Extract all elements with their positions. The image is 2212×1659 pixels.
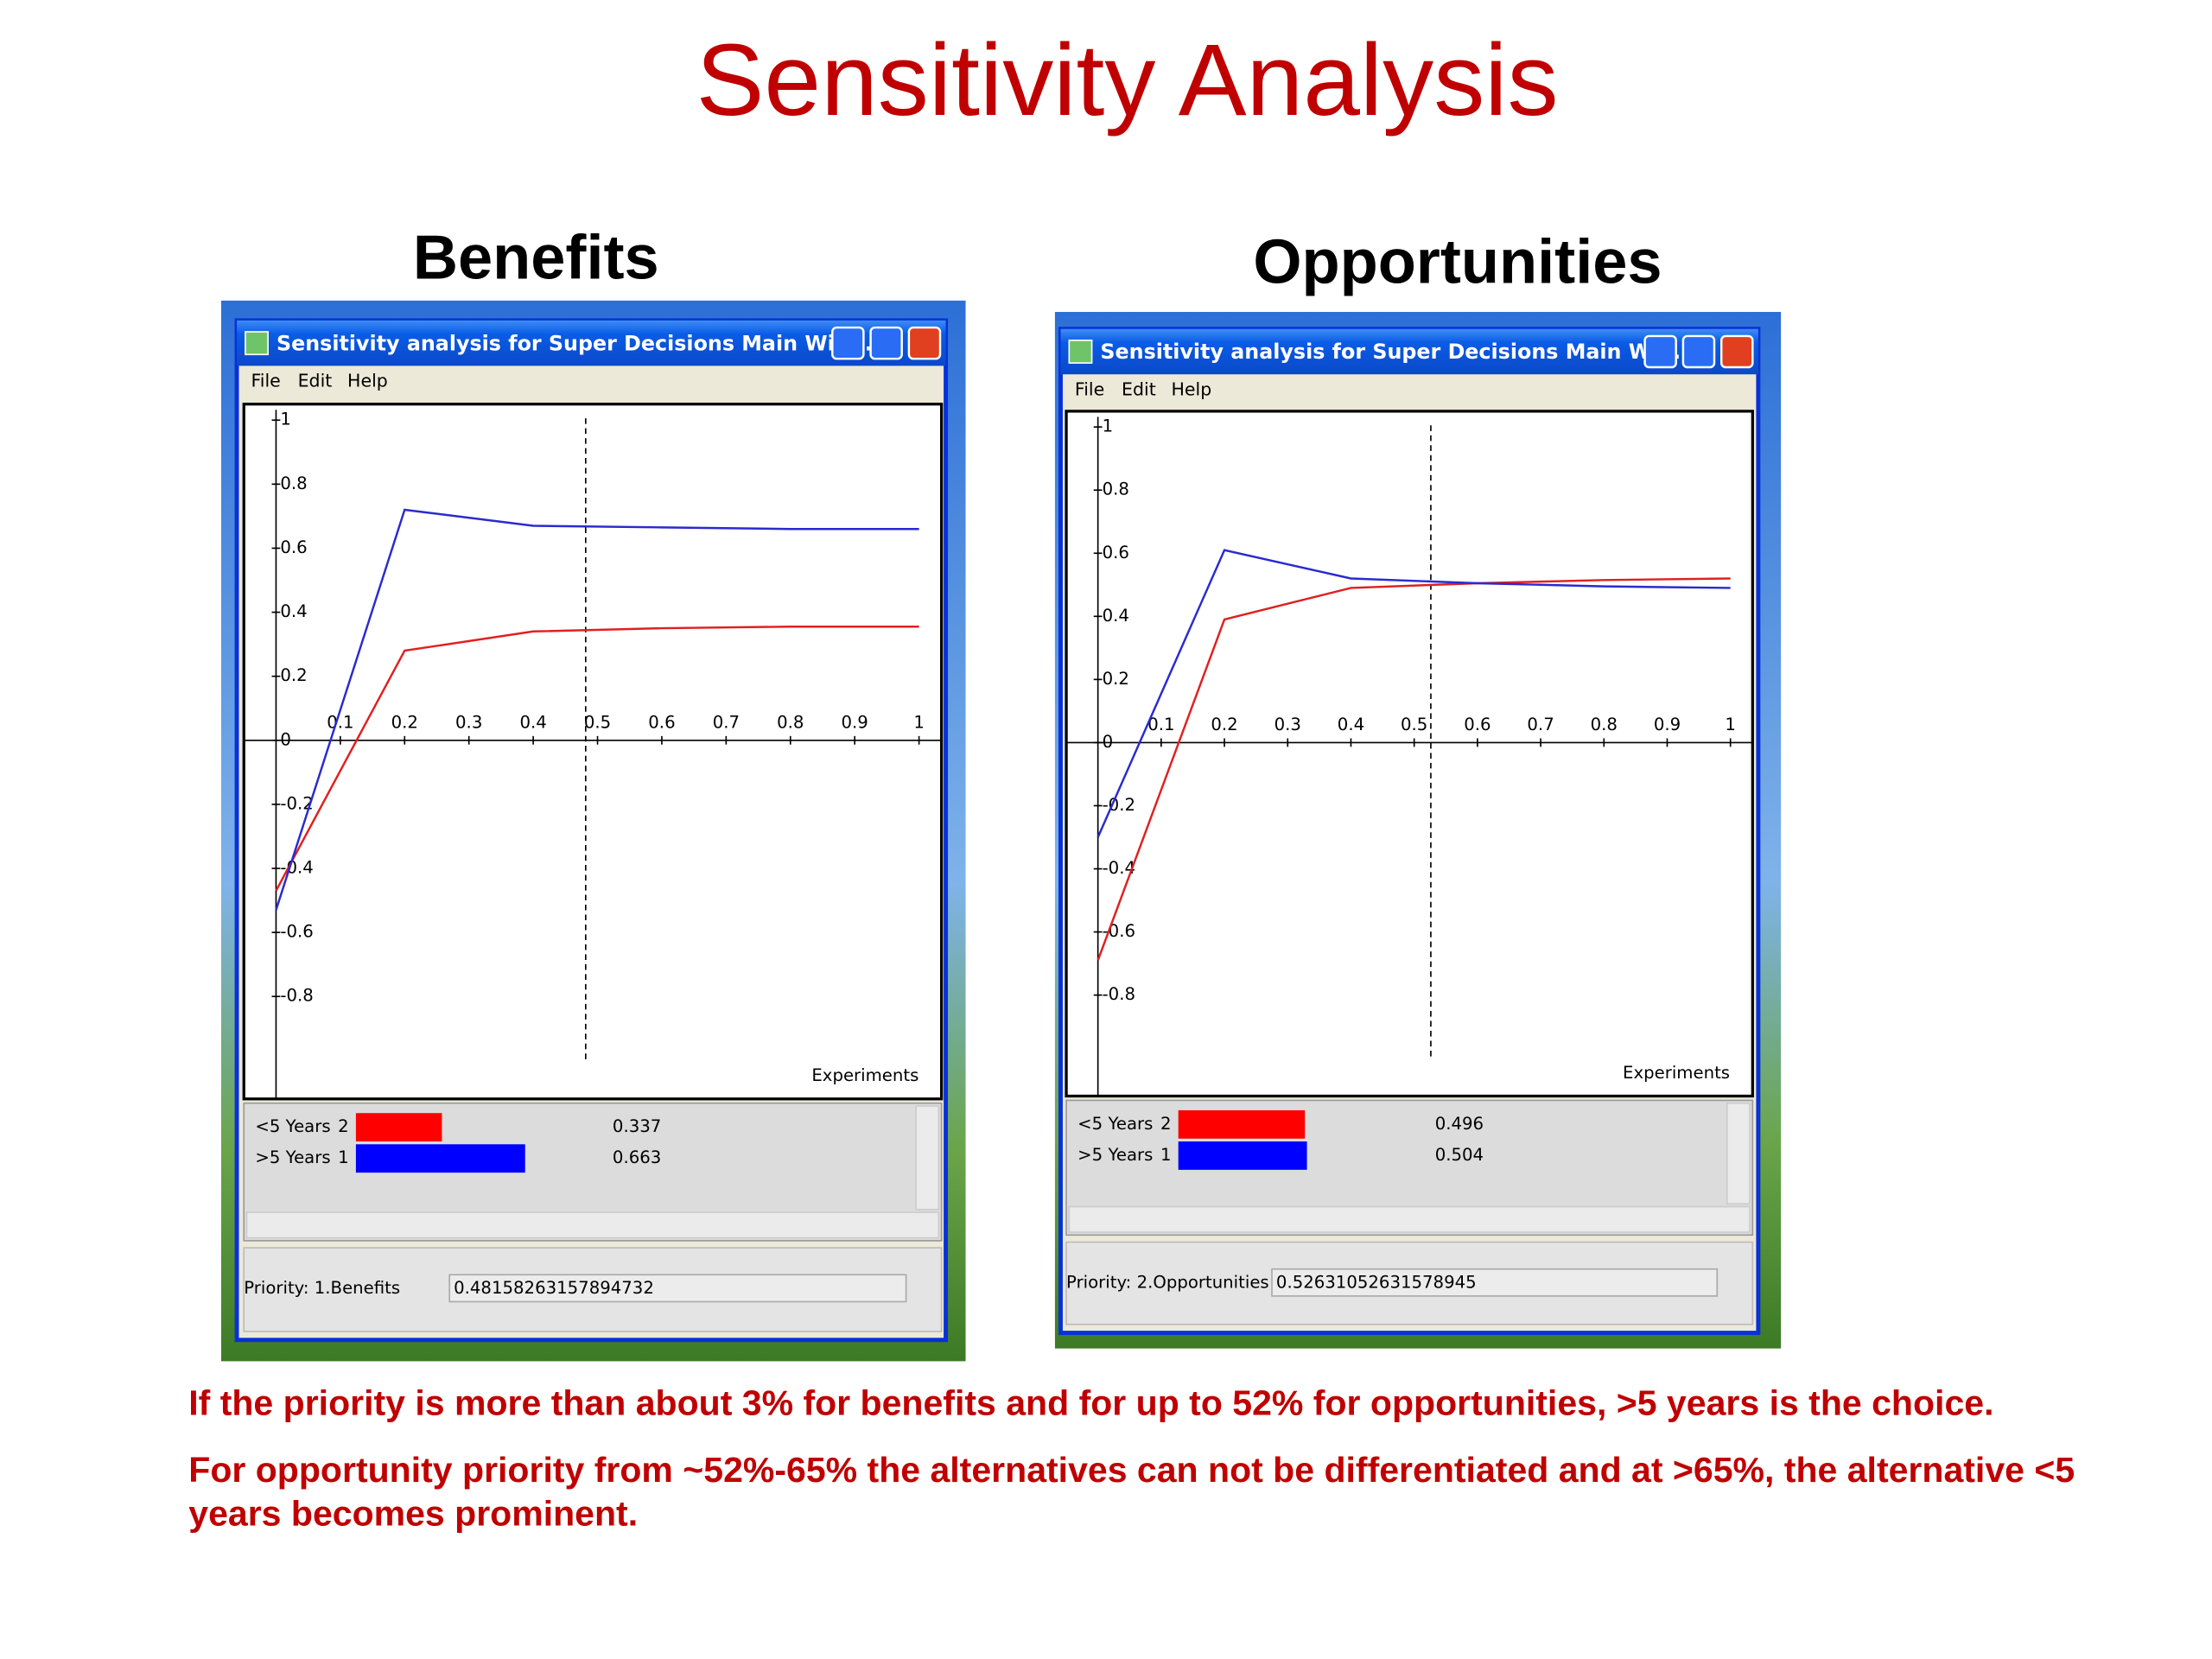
result-rank: 1 [1160,1145,1172,1165]
window-title: Sensitivity analysis for Super Decisions… [276,331,873,355]
v-scrollbar[interactable] [1726,1102,1751,1205]
x-tick-label: 0.3 [455,713,482,733]
y-tick-label: -0.2 [280,793,313,813]
close-button[interactable] [907,326,942,360]
y-tick-label: -0.2 [1103,795,1135,815]
x-axis-label: Experiments [811,1065,918,1085]
series-line [1096,549,1731,838]
menu-item[interactable]: File [251,370,280,391]
minimize-button[interactable] [831,326,865,360]
window-title: Sensitivity analysis for Super Decisions… [1100,340,1696,364]
menu-item[interactable]: File [1075,378,1104,399]
y-tick-label: 1 [280,410,291,429]
x-tick-label: 0.6 [1464,715,1491,734]
notes-box: If the priority is more than about 3% fo… [188,1382,2102,1537]
x-tick-label: 0.5 [1401,715,1427,734]
x-tick-label: 0.8 [1591,715,1618,734]
y-tick-label: 0.2 [280,665,307,685]
y-tick-label: -0.4 [1103,858,1135,878]
y-tick-label: 0.8 [1103,480,1129,499]
y-tick-label: 0.2 [1103,669,1129,689]
series-line [1096,577,1731,961]
maximize-button[interactable] [1681,334,1716,369]
priority-value: 0.52631052631578945 [1276,1273,1477,1293]
x-tick-label: 0.7 [1527,715,1554,734]
result-rank: 2 [338,1116,349,1136]
series-line [275,508,919,911]
y-tick-label: 0 [1103,732,1114,752]
x-tick-label: 0.4 [519,713,546,733]
x-tick-label: 0.1 [327,713,353,733]
result-value: 0.663 [613,1147,661,1167]
result-name: <5 Years [255,1116,330,1136]
x-tick-label: 0.9 [1654,715,1681,734]
series-line [275,625,919,892]
x-tick-label: 0.1 [1147,715,1174,734]
priority-value: 0.48158263157894732 [454,1278,654,1298]
menu-item[interactable]: Help [1171,378,1211,399]
panel-heading: Opportunities [1253,228,1662,297]
result-rank: 2 [1160,1114,1172,1134]
window-icon [245,331,269,356]
result-bar [355,1144,525,1173]
y-tick-label: 0.4 [280,601,307,621]
v-scrollbar[interactable] [915,1105,940,1211]
priority-field[interactable] [448,1274,907,1303]
x-tick-label: 0.5 [584,713,611,733]
h-scrollbar[interactable] [1068,1205,1751,1233]
menu-item[interactable]: Edit [1122,378,1156,399]
title-bar [1060,328,1758,375]
minimize-button[interactable] [1643,334,1677,369]
maximize-button[interactable] [869,326,903,360]
window-icon [1068,340,1093,364]
x-tick-label: 0.2 [1211,715,1237,734]
result-value: 0.337 [613,1116,661,1136]
menu-item[interactable]: Edit [298,370,333,391]
y-tick-label: -0.8 [280,986,313,1006]
priority-label: Priority: 2.Opportunities [1066,1273,1269,1293]
x-axis-label: Experiments [1623,1063,1730,1083]
result-name: >5 Years [255,1147,330,1167]
note: If the priority is more than about 3% fo… [188,1383,1994,1424]
y-tick-label: 0 [280,729,291,749]
result-bar [1178,1109,1306,1139]
y-tick-label: 0.4 [1103,606,1129,626]
y-tick-label: 0.6 [280,537,307,557]
slide-title: Sensitivity Analysis [696,23,1559,137]
x-tick-label: 0.8 [777,713,804,733]
x-tick-label: 0.6 [648,713,675,733]
menu-item[interactable]: Help [347,370,388,391]
y-tick-label: 1 [1103,416,1114,436]
x-tick-label: 1 [913,713,925,733]
x-tick-label: 0.7 [713,713,740,733]
result-name: >5 Years [1077,1145,1153,1165]
plot-area [242,403,944,1101]
close-button[interactable] [1719,334,1754,369]
x-tick-label: 1 [1725,715,1736,734]
result-bar [1178,1141,1307,1170]
result-bar [355,1113,442,1142]
y-tick-label: 0.6 [1103,543,1129,563]
priority-label: Priority: 1.Benefits [244,1278,400,1298]
result-rank: 1 [338,1147,349,1167]
result-name: <5 Years [1077,1114,1153,1134]
x-tick-label: 0.4 [1338,715,1364,734]
y-tick-label: -0.6 [280,922,313,942]
plot-area [1065,410,1754,1098]
y-tick-label: -0.8 [1103,984,1135,1004]
title-bar [237,320,946,366]
result-value: 0.504 [1435,1145,1484,1165]
note: For opportunity priority from ~52%-65% t… [188,1450,2075,1535]
h-scrollbar[interactable] [245,1211,940,1239]
x-tick-label: 0.9 [842,713,868,733]
x-tick-label: 0.3 [1274,715,1301,734]
notes: If the priority is more than about 3% fo… [188,1382,2102,1537]
panel-heading: Benefits [413,224,659,293]
x-tick-label: 0.2 [391,713,418,733]
priority-field[interactable] [1271,1268,1719,1297]
y-tick-label: 0.8 [280,474,307,493]
result-value: 0.496 [1435,1114,1484,1134]
